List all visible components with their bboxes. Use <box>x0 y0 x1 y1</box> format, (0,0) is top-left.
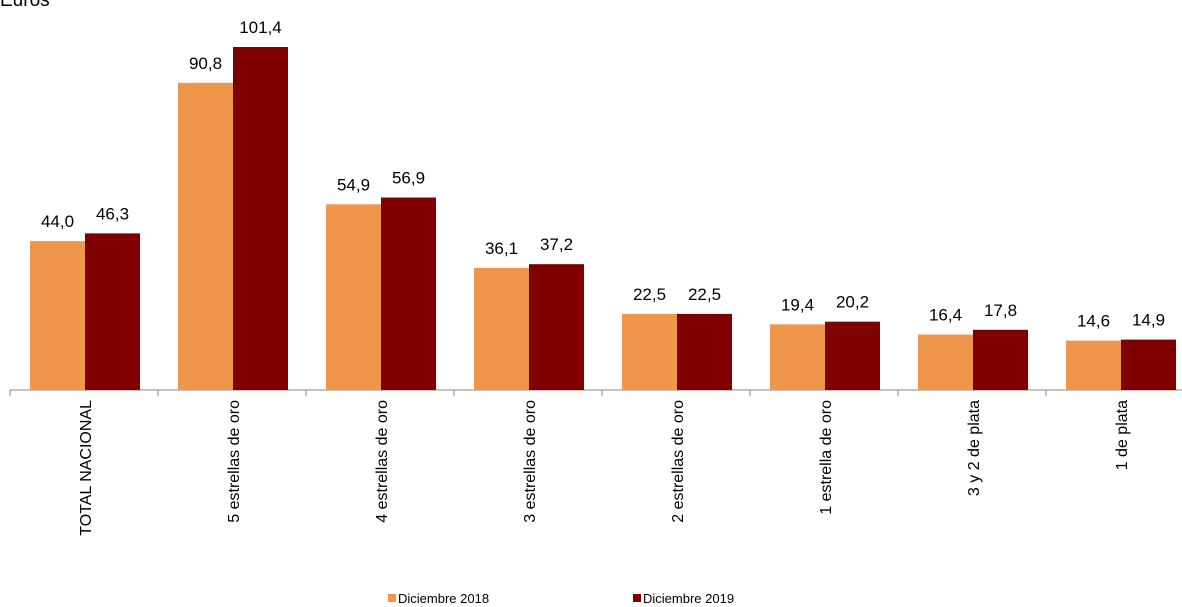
x-tick-label: 4 estrellas de oro <box>374 400 391 523</box>
x-tick-label: 3 estrellas de oro <box>522 400 539 523</box>
value-label: 46,3 <box>96 204 129 223</box>
value-label: 36,1 <box>485 239 518 258</box>
value-label: 44,0 <box>41 212 74 231</box>
value-label: 22,5 <box>633 285 666 304</box>
value-label: 17,8 <box>984 301 1017 320</box>
bar <box>622 313 677 390</box>
legend-label: Diciembre 2019 <box>643 591 734 606</box>
bar <box>233 47 288 390</box>
x-tick-label: 1 de plata <box>1114 400 1131 470</box>
bar <box>1121 339 1176 390</box>
value-label: 54,9 <box>337 175 370 194</box>
x-tick-label: TOTAL NACIONAL <box>78 400 95 536</box>
x-tick-label: 1 estrella de oro <box>818 400 835 515</box>
value-label: 22,5 <box>688 285 721 304</box>
value-label: 16,4 <box>929 306 962 325</box>
bar <box>326 204 381 390</box>
legend-label: Diciembre 2018 <box>398 591 489 606</box>
x-tick-label: 5 estrellas de oro <box>226 400 243 523</box>
bar <box>474 267 529 390</box>
legend-swatch <box>388 594 396 602</box>
chart-title: Euros <box>0 0 50 11</box>
bar <box>381 197 436 390</box>
value-label: 37,2 <box>540 235 573 254</box>
bar <box>529 264 584 390</box>
value-label: 14,6 <box>1077 312 1110 331</box>
bar <box>918 334 973 390</box>
value-label: 20,2 <box>836 293 869 312</box>
bar <box>677 313 732 390</box>
bar <box>825 321 880 390</box>
value-label: 19,4 <box>781 295 814 314</box>
bar <box>85 233 140 390</box>
x-tick-label: 3 y 2 de plata <box>966 400 983 496</box>
bar <box>770 324 825 390</box>
value-label: 101,4 <box>239 18 282 37</box>
bar <box>30 241 85 390</box>
value-label: 14,9 <box>1132 311 1165 330</box>
value-label: 56,9 <box>392 169 425 188</box>
bar <box>973 329 1028 390</box>
bar <box>178 82 233 390</box>
bar <box>1066 340 1121 390</box>
x-tick-label: 2 estrellas de oro <box>670 400 687 523</box>
legend-swatch <box>633 594 641 602</box>
value-label: 90,8 <box>189 54 222 73</box>
